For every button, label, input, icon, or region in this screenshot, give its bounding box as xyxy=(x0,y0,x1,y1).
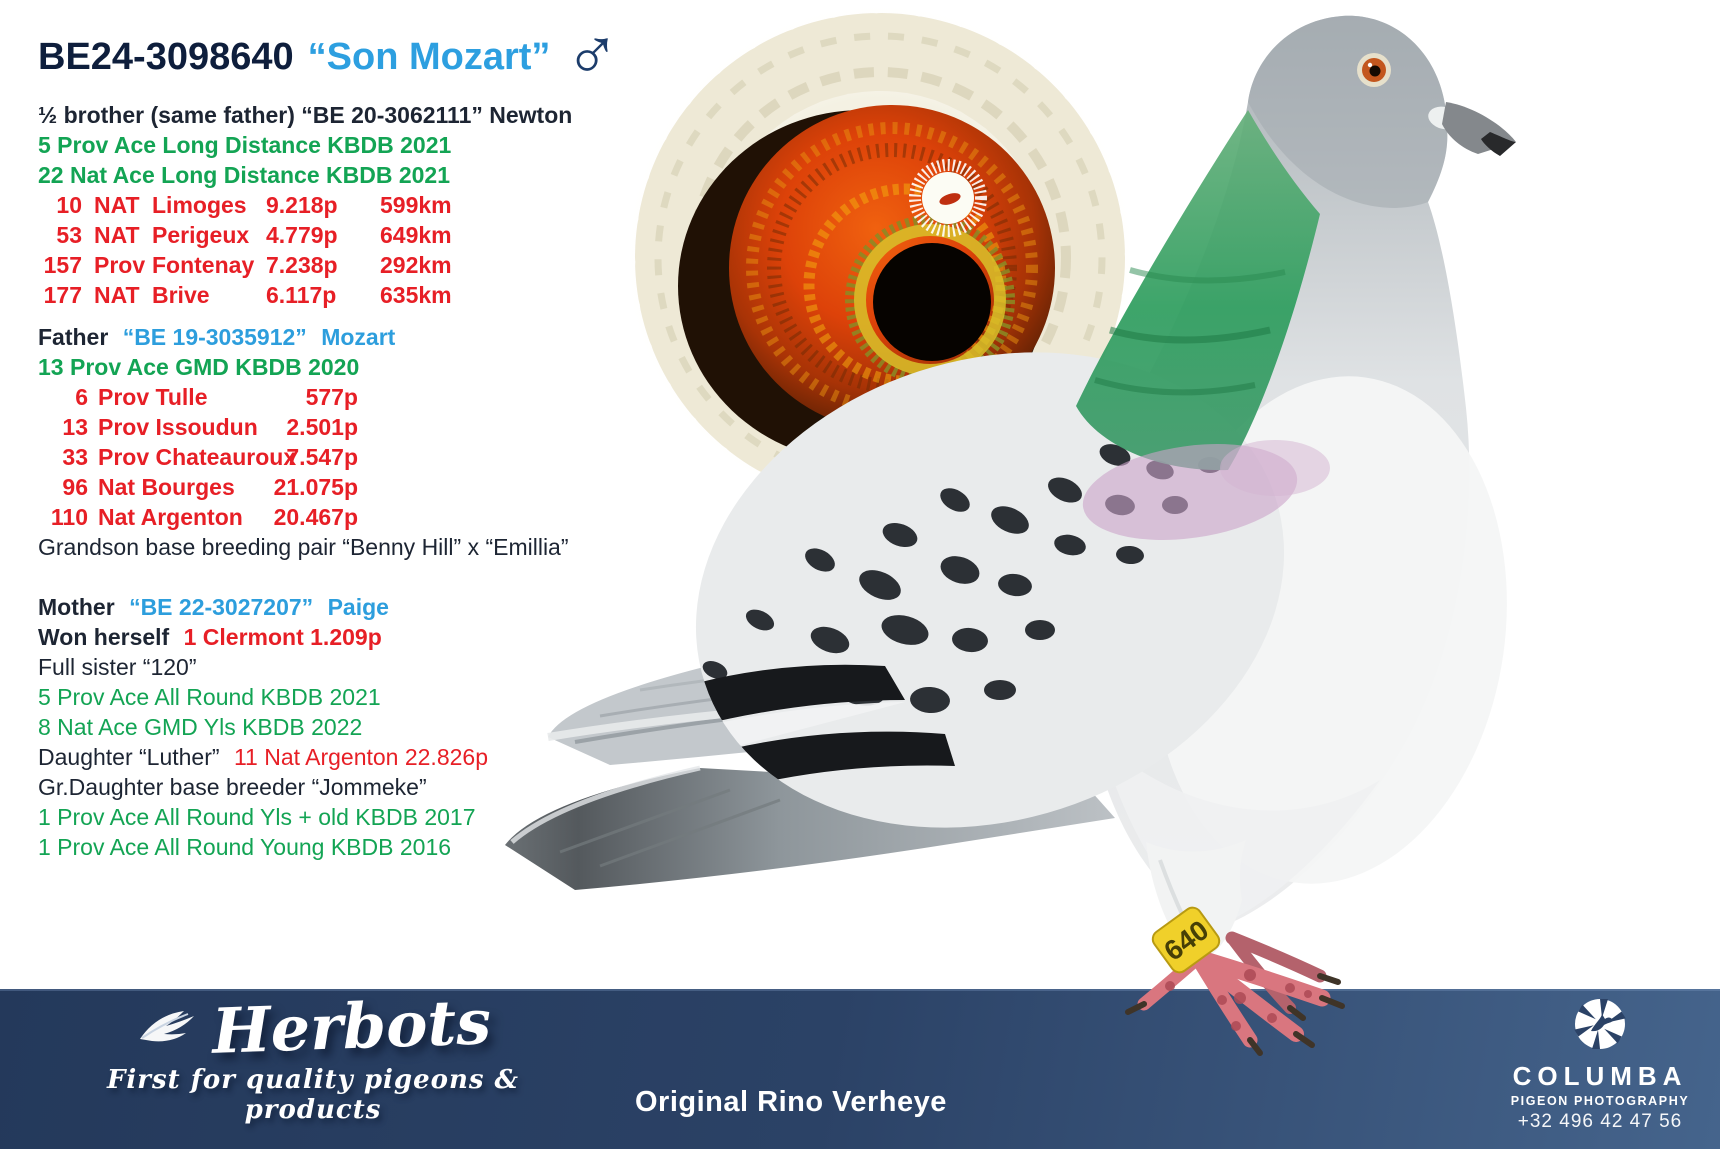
ace-line: 13 Prov Ace GMD KBDB 2020 xyxy=(38,354,360,380)
result-row: 177 NAT Brive 6.117p 635km xyxy=(43,282,452,308)
result-row: 53 NAT Perigeux 4.779p 649km xyxy=(56,222,452,248)
ace-line: 1 Prov Ace All Round Young KBDB 2016 xyxy=(38,834,452,860)
leg-ring-band: 640 xyxy=(1151,906,1221,974)
head-eye xyxy=(1362,58,1386,82)
pigeon-figure: 640 xyxy=(505,15,1516,1056)
beak xyxy=(1442,102,1516,154)
tail-feathers xyxy=(505,768,1115,890)
head-eye-ring xyxy=(1357,53,1391,87)
full-sister-line: Full sister “120” xyxy=(38,654,197,680)
page-title: BE24-3098640 “Son Mozart” ♂ xyxy=(38,14,620,88)
columba-name: COLUMBA xyxy=(1512,1061,1688,1091)
ring-band-number: 640 xyxy=(1158,914,1214,967)
herbots-wordmark: Herbots xyxy=(210,985,492,1068)
pigeon-body xyxy=(1081,15,1470,929)
result-row: 157 Prov Fontenay 7.238p 292km xyxy=(43,252,452,278)
footer-bar xyxy=(0,989,1720,1149)
result-row: 110 Nat Argenton 20.467p xyxy=(50,504,358,530)
half-brother-line: ½ brother (same father) “BE 20-3062111” … xyxy=(38,102,573,128)
ace-line: 22 Nat Ace Long Distance KBDB 2021 xyxy=(38,162,451,188)
result-row: 13 Prov Issoudun 2.501p xyxy=(62,414,358,440)
mother-section: Mother “BE 22-3027207” Paige Won herself… xyxy=(38,592,488,862)
male-symbol-icon: ♂ xyxy=(564,10,620,93)
wing-shield xyxy=(640,352,1285,828)
ace-line: 5 Prov Ace Long Distance KBDB 2021 xyxy=(38,132,452,158)
pigeon-head xyxy=(1248,15,1516,208)
result-row: 10 NAT Limoges 9.218p 599km xyxy=(56,192,452,218)
camera-aperture-icon xyxy=(1574,999,1626,1049)
herbots-feather-icon xyxy=(139,1011,194,1042)
ace-line: 5 Prov Ace All Round KBDB 2021 xyxy=(38,684,381,710)
ace-line: 8 Nat Ace GMD Yls KBDB 2022 xyxy=(38,714,363,740)
ace-line: 1 Prov Ace All Round Yls + old KBDB 2017 xyxy=(38,804,476,830)
result-row: 6 Prov Tulle 577p xyxy=(75,384,358,410)
father-section: Father “BE 19-3035912” Mozart 13 Prov Ac… xyxy=(38,322,569,562)
beak-cere xyxy=(1428,106,1460,130)
granddaughter-line: Gr.Daughter base breeder “Jommeke” xyxy=(38,774,427,800)
columba-phone: +32 496 42 47 56 xyxy=(1517,1111,1683,1132)
wing-flight-feathers xyxy=(548,631,1150,765)
columba-logo: COLUMBA PIGEON PHOTOGRAPHY +32 496 42 47… xyxy=(1510,996,1690,1133)
result-row: 96 Nat Bourges 21.075p xyxy=(62,474,358,500)
daughter-line: Daughter “Luther” 11 Nat Argenton 22.826… xyxy=(38,744,488,770)
neck-iridescence xyxy=(1076,110,1320,471)
photographer-credit: Original Rino Verheye xyxy=(635,1086,947,1118)
pigeon-name: “Son Mozart” xyxy=(307,36,551,79)
dove-icon xyxy=(1591,1014,1613,1032)
columba-subtitle: PIGEON PHOTOGRAPHY xyxy=(1510,1094,1690,1108)
herbots-logo: Herbots First for quality pigeons & prod… xyxy=(88,985,538,1125)
grandson-note: Grandson base breeding pair “Benny Hill”… xyxy=(38,534,569,560)
father-header: Father “BE 19-3035912” Mozart xyxy=(38,324,396,350)
herbots-tagline: First for quality pigeons & products xyxy=(106,1065,520,1125)
mother-header: Mother “BE 22-3027207” Paige xyxy=(38,594,389,620)
ring-number: BE24-3098640 xyxy=(38,36,294,79)
eye-photo xyxy=(622,0,1253,526)
won-line: Won herself 1 Clermont 1.209p xyxy=(38,624,382,650)
half-brother-section: ½ brother (same father) “BE 20-3062111” … xyxy=(38,100,572,310)
eye-highlight xyxy=(909,159,987,237)
result-row: 33 Prov Chateauroux 7.547p xyxy=(62,444,358,470)
